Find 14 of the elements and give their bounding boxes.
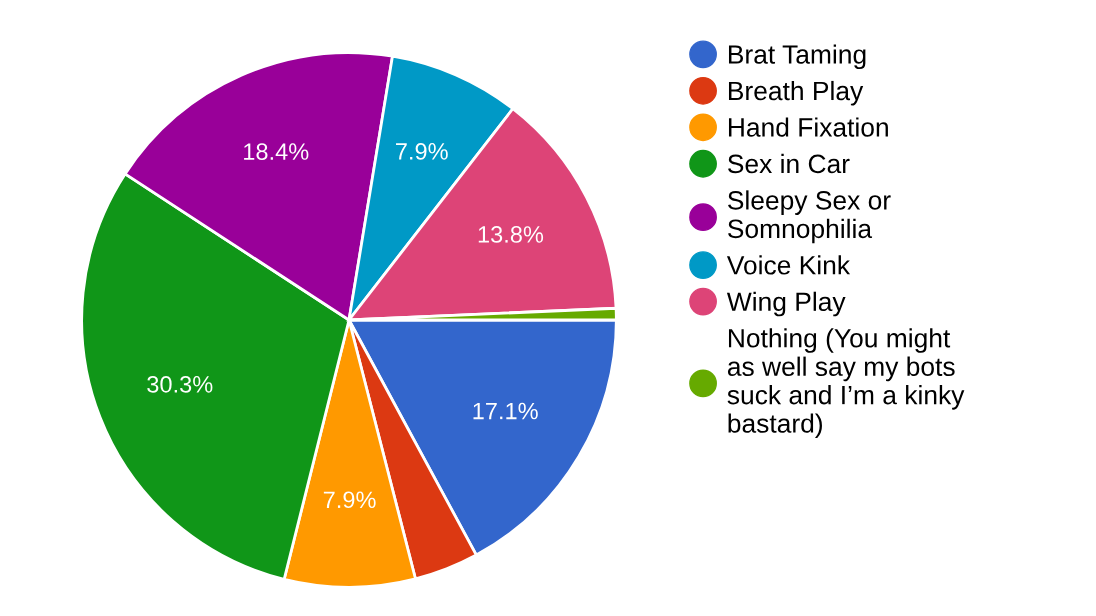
data-label: 17.1% [473, 402, 538, 420]
legend-label: Brat Taming [728, 44, 866, 70]
legend-label: Hand Fixation [728, 117, 888, 137]
data-label: 13.8% [478, 226, 544, 243]
data-label: 7.9% [323, 491, 376, 509]
legend-label: Sleepy Sex or Somnophilia [728, 190, 891, 244]
data-label: 30.3% [147, 376, 213, 393]
legend-label: Nothing (You might as well say my bots suck and I’m a kinky bastard) [727, 328, 965, 439]
legend-label: Sex in Car [728, 153, 850, 174]
legend-label: Voice Kink [726, 255, 851, 275]
data-label: 7.9% [396, 143, 448, 160]
legend-label: Breath Play [728, 80, 864, 106]
data-label: 18.4% [244, 143, 309, 160]
legend-label: Wing Play [726, 291, 846, 317]
